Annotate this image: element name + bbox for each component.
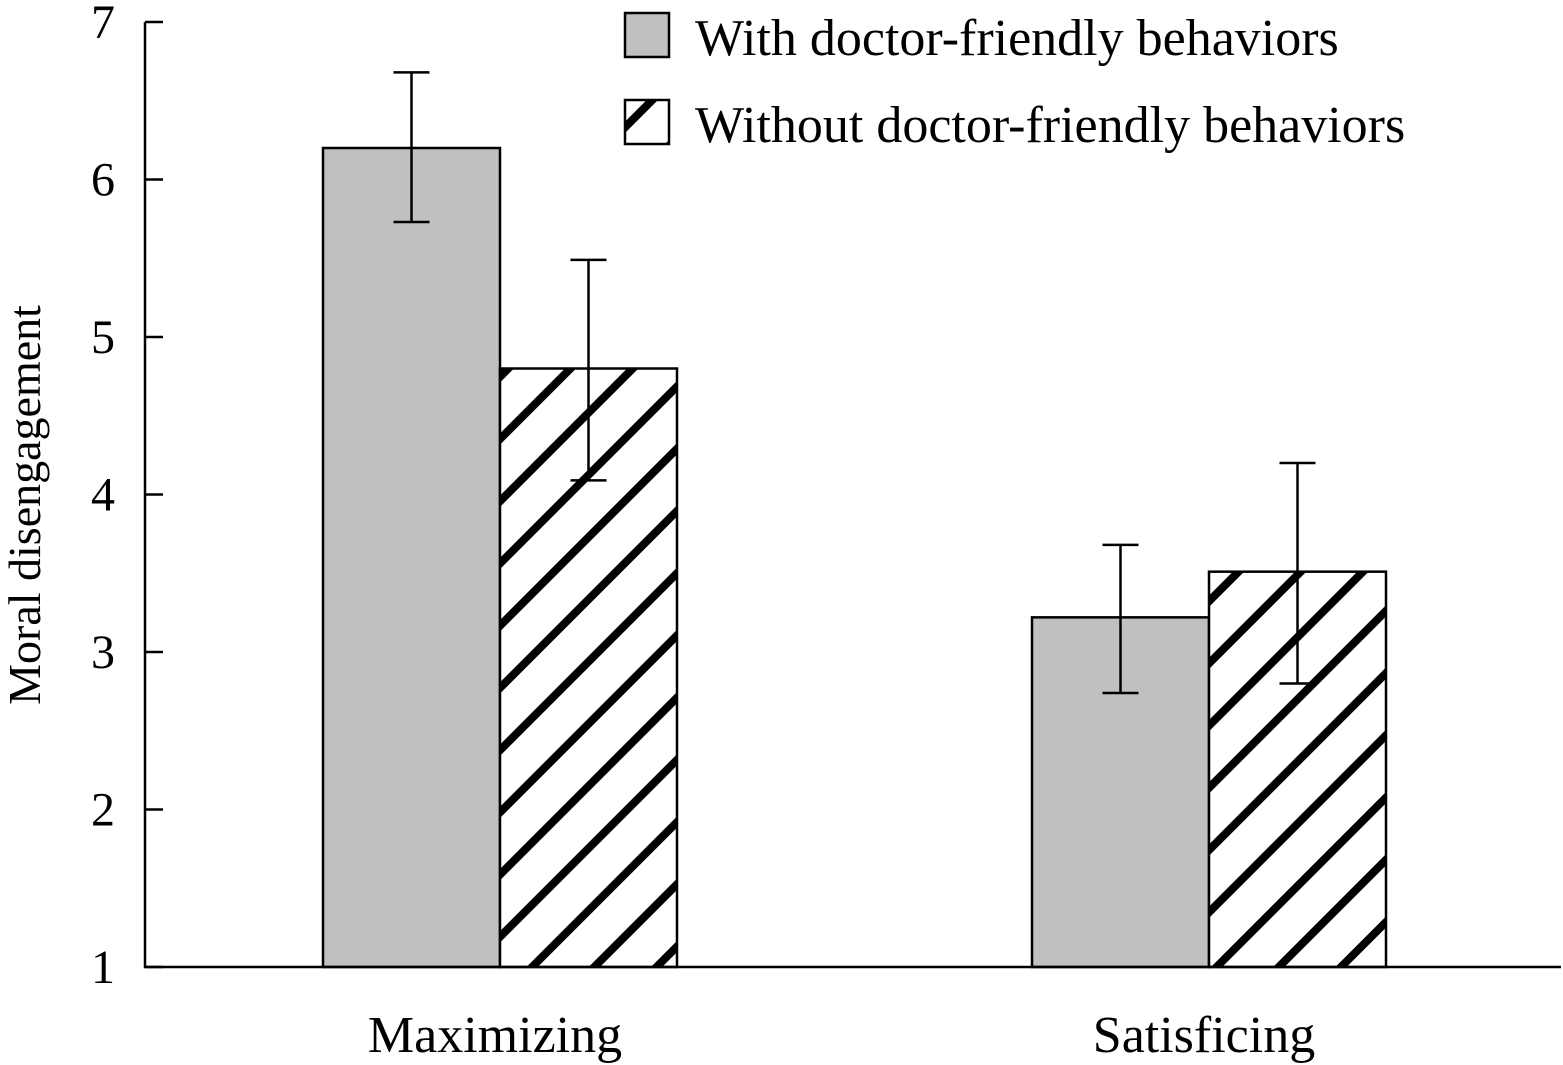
x-tick-label-satisficing: Satisficing bbox=[1093, 1007, 1315, 1064]
y-tick-label-3: 3 bbox=[91, 626, 115, 679]
y-tick-label-6: 6 bbox=[91, 154, 115, 207]
axes: 1 2 3 4 5 6 7 bbox=[91, 0, 1561, 994]
error-bar-maximizing-without-doctor-friendly bbox=[570, 258, 607, 482]
y-tick-label-5: 5 bbox=[91, 311, 115, 364]
bar-maximizing-with-doctor-friendly bbox=[321, 146, 502, 969]
y-tick-label-1: 1 bbox=[91, 941, 115, 994]
error-bar-maximizing-with-doctor-friendly bbox=[393, 71, 430, 224]
y-tick-label-4: 4 bbox=[91, 469, 115, 522]
legend: With doctor-friendly behaviors Without do… bbox=[623, 10, 1405, 154]
y-tick-label-2: 2 bbox=[91, 784, 115, 837]
x-tick-labels: Maximizing Satisficing bbox=[368, 1007, 1315, 1064]
legend-swatch-without-doctor-friendly bbox=[623, 98, 671, 146]
x-tick-label-maximizing: Maximizing bbox=[368, 1007, 622, 1064]
y-axis-label: Moral disengagement bbox=[0, 305, 50, 705]
legend-label-with-doctor-friendly: With doctor-friendly behaviors bbox=[695, 10, 1339, 67]
legend-swatch-with-doctor-friendly bbox=[623, 11, 671, 59]
y-tick-label-7: 7 bbox=[91, 0, 115, 49]
error-bar-satisficing-with-doctor-friendly bbox=[1102, 543, 1139, 695]
error-bar-satisficing-without-doctor-friendly bbox=[1279, 461, 1316, 685]
error-bars-layer bbox=[393, 71, 1316, 695]
y-ticks: 1 2 3 4 5 6 7 bbox=[91, 0, 163, 994]
bars-layer bbox=[321, 146, 1388, 969]
legend-label-without-doctor-friendly: Without doctor-friendly behaviors bbox=[695, 97, 1405, 154]
